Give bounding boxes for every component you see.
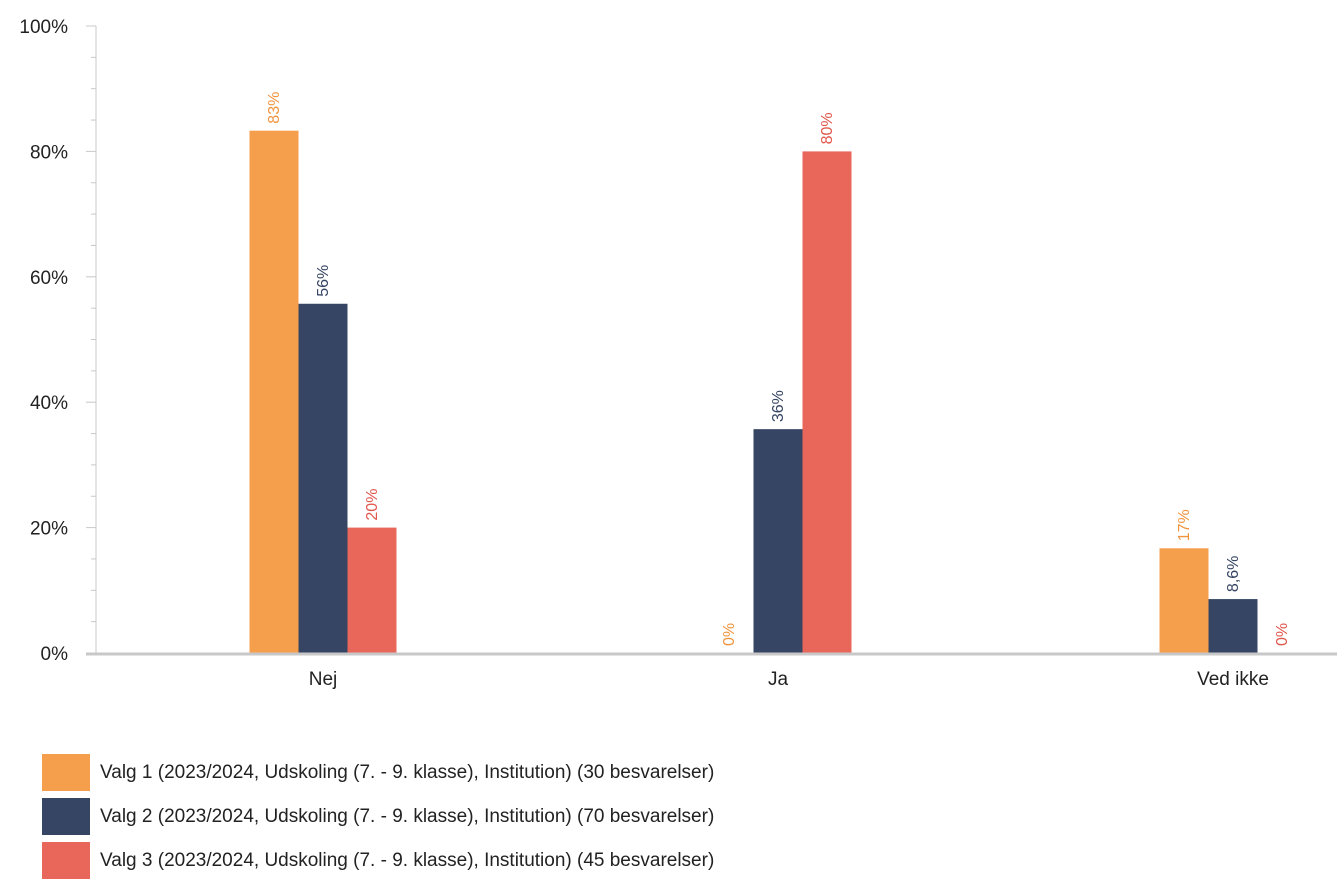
data-label: 36% <box>770 390 787 422</box>
x-axis: Nej Ja Ved ikke <box>86 652 1337 690</box>
legend-item-series-2: Valg 2 (2023/2024, Udskoling (7. - 9. kl… <box>42 798 714 835</box>
legend-label-series-2: Valg 2 (2023/2024, Udskoling (7. - 9. kl… <box>100 805 715 827</box>
bar-series-3-ja <box>802 151 852 653</box>
legend-label-series-1: Valg 1 (2023/2024, Udskoling (7. - 9. kl… <box>100 761 715 783</box>
bar-series-1-ved-ikke <box>1159 548 1209 653</box>
data-label: 80% <box>819 112 836 144</box>
legend-swatch-series-3 <box>42 842 90 879</box>
data-label: 83% <box>266 92 283 124</box>
x-category-label: Ja <box>768 669 789 690</box>
bar-series-3-nej <box>347 527 397 653</box>
y-tick-label: 60% <box>30 268 68 289</box>
legend-swatch-series-1 <box>42 754 90 791</box>
legend-label-series-3: Valg 3 (2023/2024, Udskoling (7. - 9. kl… <box>100 849 715 871</box>
y-tick-label: 0% <box>41 644 69 665</box>
y-tick-label: 80% <box>30 142 68 163</box>
bar-series-2-ja <box>753 429 803 653</box>
x-category-label: Nej <box>309 669 338 690</box>
x-category-label: Ved ikke <box>1197 669 1269 690</box>
legend-item-series-3: Valg 3 (2023/2024, Udskoling (7. - 9. kl… <box>42 842 714 879</box>
bars <box>249 130 1258 654</box>
data-label: 17% <box>1176 509 1193 541</box>
data-label: 56% <box>315 265 332 297</box>
y-tick-label: 100% <box>19 17 68 38</box>
bar-series-2-nej <box>298 303 348 653</box>
y-axis: 0% 20% 40% 60% 80% 100% <box>19 17 97 665</box>
y-tick-label: 40% <box>30 393 68 414</box>
legend: Valg 1 (2023/2024, Udskoling (7. - 9. kl… <box>42 754 714 886</box>
data-label: 20% <box>364 489 381 521</box>
y-tick-label: 20% <box>30 519 68 540</box>
bar-series-2-ved-ikke <box>1208 599 1258 653</box>
data-labels: 83% 0% 17% 56% 36% 8,6% 20% 80% 0% <box>266 92 1291 646</box>
data-label: 0% <box>1274 623 1291 646</box>
bar-series-1-nej <box>249 130 299 654</box>
data-label: 8,6% <box>1225 556 1242 592</box>
legend-swatch-series-2 <box>42 798 90 835</box>
legend-item-series-1: Valg 1 (2023/2024, Udskoling (7. - 9. kl… <box>42 754 714 791</box>
bar-chart-plot: 0% 20% 40% 60% 80% 100% 83% 0% 17% 56% 36% 8,6% 20%… <box>19 17 1337 690</box>
data-label: 0% <box>721 623 738 646</box>
